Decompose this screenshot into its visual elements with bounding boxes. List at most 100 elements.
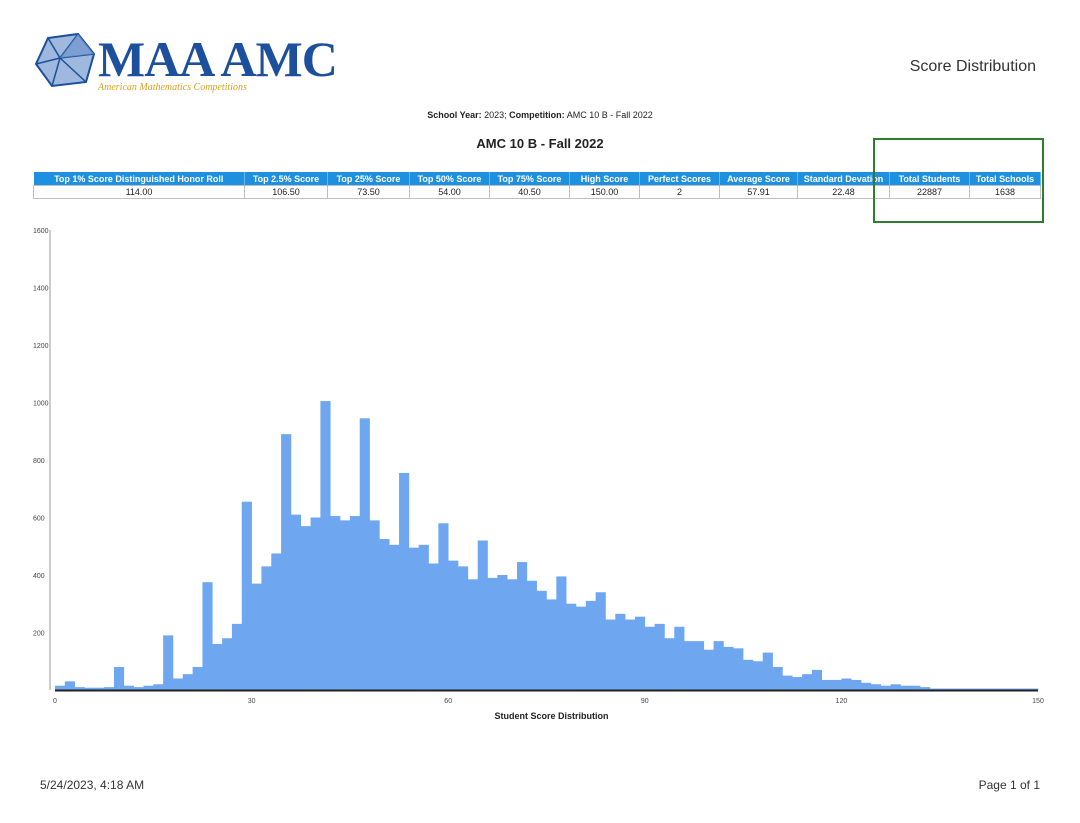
histogram-bar: [605, 619, 616, 690]
stats-header: Top 2.5% Score: [244, 172, 328, 186]
stats-value: 40.50: [489, 185, 570, 199]
report-title: Score Distribution: [909, 58, 1036, 75]
histogram-bar: [861, 682, 872, 690]
histogram-bar: [458, 566, 469, 690]
histogram-bar: [438, 523, 449, 690]
histogram-bar: [664, 638, 675, 690]
histogram-bar: [693, 641, 705, 690]
histogram-bar: [634, 616, 646, 690]
stats-header: Average Score: [719, 172, 798, 186]
histogram-bar: [241, 501, 252, 690]
stats-value: 73.50: [327, 185, 410, 199]
stats-header: High Score: [569, 172, 640, 186]
histogram-bar: [546, 599, 557, 690]
footer-datetime: 5/24/2023, 4:18 AM: [40, 778, 145, 792]
competition-label: Competition:: [509, 110, 565, 120]
x-tick-label: 90: [641, 698, 649, 705]
histogram-bar: [290, 514, 302, 690]
histogram-bar: [920, 687, 931, 690]
y-tick-label: 1200: [33, 343, 49, 350]
stats-header: Top 25% Score: [327, 172, 410, 186]
histogram-bar: [359, 418, 370, 690]
histogram-bar: [969, 688, 980, 690]
histogram-bar: [782, 675, 793, 690]
histogram-bar: [733, 648, 744, 690]
histogram-bar: [172, 678, 184, 690]
school-year-label: School Year:: [427, 110, 482, 120]
score-histogram: 200 400 600 800 1000 1200 1400 1600 0 30 60 90 120 15…: [33, 228, 1044, 721]
histogram-bar: [900, 685, 911, 690]
logo-text: MAA AMC: [98, 31, 338, 87]
histogram-bar: [910, 685, 921, 690]
histogram-bar: [487, 577, 498, 690]
stats-table: Top 1% Score Distinguished Honor Roll To…: [33, 172, 1041, 199]
histogram-bar: [163, 635, 174, 690]
histogram-bar: [55, 685, 66, 690]
stats-header-row: Top 1% Score Distinguished Honor Roll To…: [33, 172, 1041, 186]
histogram-bar: [379, 539, 390, 690]
histogram-bar: [389, 544, 400, 690]
logo-subtitle: American Mathematics Competitions: [98, 82, 247, 93]
histogram-bar: [330, 516, 341, 690]
histogram-bar: [477, 540, 488, 690]
histogram-bar: [74, 687, 85, 690]
y-tick-label: 600: [33, 516, 45, 523]
histogram-bar: [182, 674, 193, 690]
histogram-bar: [349, 516, 361, 690]
y-tick-label: 1000: [33, 401, 49, 408]
stats-header: Standard Devation: [797, 172, 890, 186]
histogram-bar: [792, 677, 803, 690]
histogram-bar: [979, 688, 990, 690]
y-tick-label: 400: [33, 573, 45, 580]
polyhedron-icon: [34, 32, 96, 88]
histogram-bar: [674, 626, 685, 690]
histogram-bar: [320, 401, 331, 690]
histogram-bar: [448, 560, 459, 690]
histogram-bar: [467, 579, 478, 690]
histogram-bar: [831, 679, 842, 690]
histogram-bar: [821, 679, 832, 690]
stats-header: Total Students: [889, 172, 970, 186]
footer-page-number: Page 1 of 1: [978, 778, 1040, 792]
stats-header: Top 75% Score: [489, 172, 570, 186]
histogram-bar: [615, 613, 626, 690]
histogram-bar: [939, 688, 950, 690]
histogram-bar: [556, 576, 567, 690]
x-tick-label: 0: [53, 698, 57, 705]
stats-header: Total Schools: [969, 172, 1041, 186]
histogram-bar: [1018, 688, 1029, 690]
histogram-bar: [762, 652, 773, 690]
histogram-bar: [300, 526, 311, 690]
stats-value: 150.00: [569, 185, 640, 199]
histogram-bar: [507, 579, 518, 690]
histogram-bar: [202, 582, 213, 690]
histogram-bar: [399, 472, 410, 690]
histogram-bar: [841, 678, 852, 690]
histogram-bar: [143, 685, 154, 690]
stats-value: 57.91: [719, 185, 798, 199]
histogram-bar: [752, 661, 764, 690]
histogram-bar: [998, 688, 1009, 690]
stats-value: 106.50: [244, 185, 328, 199]
histogram-bar: [890, 684, 901, 690]
histogram-bar: [251, 583, 262, 690]
y-tick-label: 200: [33, 631, 45, 638]
x-tick-label: 120: [836, 698, 848, 705]
histogram-bar: [310, 517, 321, 690]
histogram-bar: [703, 649, 714, 690]
histogram-bar: [1028, 688, 1039, 690]
stats-value: 22.48: [797, 185, 890, 199]
histogram-bar: [723, 646, 734, 690]
histogram-bar: [870, 684, 882, 690]
total-students-highlight-box: [873, 138, 1044, 223]
histogram-bar: [231, 623, 243, 690]
histogram-bar: [713, 641, 724, 690]
histogram-bar: [654, 623, 665, 690]
histogram-bar: [497, 575, 508, 690]
maa-amc-logo: MAA AMC American Mathematics Competition…: [34, 28, 338, 98]
histogram-bar: [949, 688, 960, 690]
competition-value: AMC 10 B - Fall 2022: [566, 110, 653, 120]
histogram-bar: [222, 638, 233, 690]
histogram-bar: [526, 580, 537, 690]
histogram-bar: [369, 520, 380, 690]
